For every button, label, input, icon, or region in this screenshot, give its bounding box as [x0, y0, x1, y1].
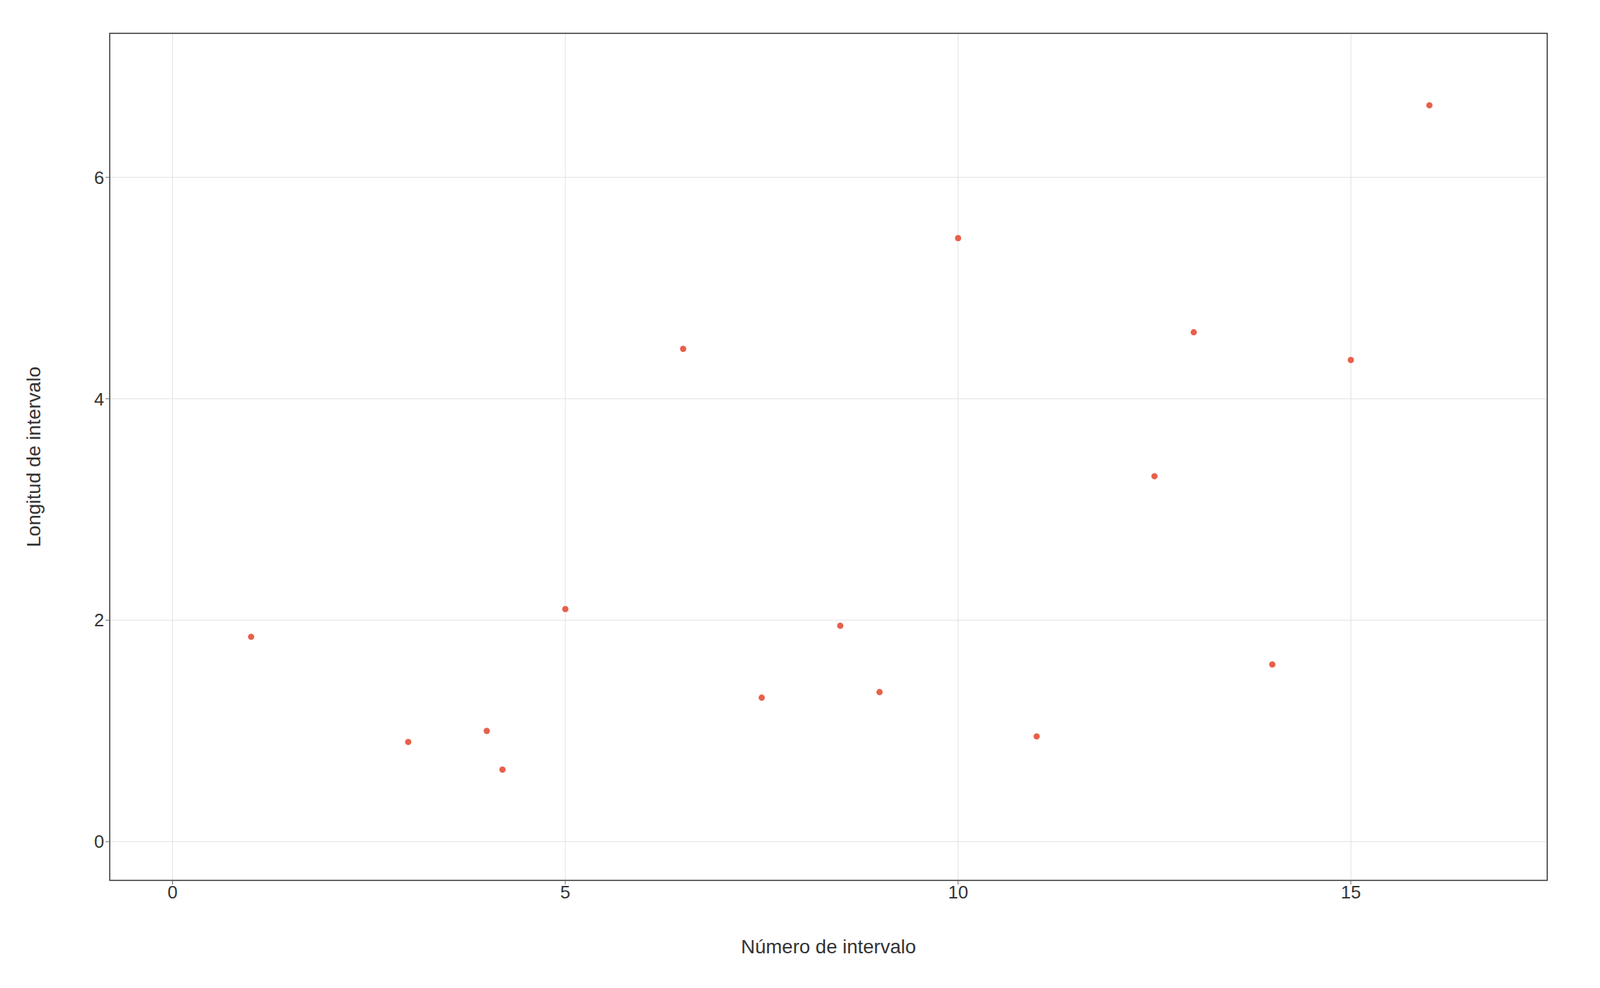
svg-text:4: 4: [94, 388, 105, 410]
svg-text:0: 0: [167, 881, 178, 903]
svg-text:2: 2: [94, 609, 105, 631]
svg-text:15: 15: [1340, 881, 1362, 903]
svg-text:6: 6: [94, 167, 105, 189]
svg-text:Número de intervalo: Número de intervalo: [740, 936, 916, 958]
svg-text:10: 10: [947, 881, 969, 903]
svg-text:5: 5: [560, 881, 571, 903]
svg-text:0: 0: [94, 831, 105, 853]
svg-text:Longitud de intervalo: Longitud de intervalo: [22, 366, 45, 548]
